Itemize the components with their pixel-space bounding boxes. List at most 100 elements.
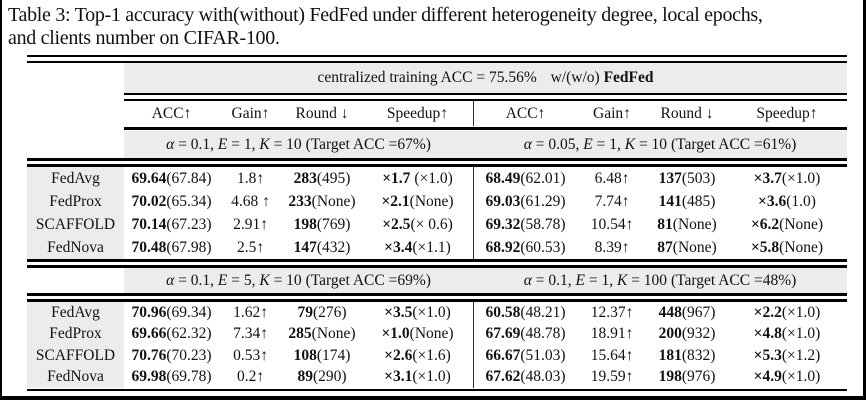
value-with-fedfed: 89 bbox=[297, 368, 313, 385]
value-with-fedfed: 79 bbox=[297, 303, 313, 321]
value-cell: ×4.9(×1.0) bbox=[727, 366, 847, 388]
value-cell: 60.58(48.21) bbox=[473, 301, 577, 323]
value-with-fedfed: ×2.1 bbox=[381, 192, 410, 210]
value-without-fedfed: (174) bbox=[316, 346, 351, 364]
value-cell: 285(None) bbox=[282, 323, 362, 345]
value-without-fedfed: (48.03) bbox=[520, 368, 566, 385]
value-with-fedfed: 69.66 bbox=[131, 325, 167, 342]
method-name: FedProx bbox=[27, 189, 124, 213]
gain-value: 12.37↑ bbox=[590, 303, 634, 321]
value-with-fedfed: 68.92 bbox=[485, 238, 521, 256]
value-without-fedfed: (290) bbox=[312, 368, 347, 385]
value-cell: 69.98(69.78) bbox=[124, 366, 219, 388]
value-cell: 69.03(61.29) bbox=[473, 189, 577, 213]
value-without-fedfed: (67.84) bbox=[166, 169, 212, 187]
value-cell: 12.37↑ bbox=[577, 302, 647, 324]
table-row: FedProx 69.66(62.32) 7.34↑ 285(None) ×1.0(No… bbox=[27, 323, 847, 345]
value-with-fedfed: 200 bbox=[658, 325, 682, 342]
math-variable: α bbox=[166, 271, 175, 289]
method-name: FedNova bbox=[27, 235, 124, 259]
value-cell: 147(432) bbox=[282, 236, 362, 259]
column-header: Round ↓ bbox=[295, 105, 349, 122]
value-cell: ×1.7 (×1.0) bbox=[362, 167, 473, 190]
value-cell: ×2.5(× 0.6) bbox=[362, 213, 473, 236]
value-cell: 7.74↑ bbox=[577, 190, 647, 213]
value-cell: 4.68 ↑ bbox=[219, 190, 282, 213]
value-without-fedfed: (503) bbox=[681, 169, 716, 187]
gain-value: 19.59↑ bbox=[590, 368, 634, 385]
value-with-fedfed: 69.32 bbox=[485, 215, 521, 233]
value-with-fedfed: 67.62 bbox=[485, 368, 521, 385]
value-cell: 19.59↑ bbox=[577, 366, 647, 388]
value-cell: 200(932) bbox=[647, 323, 727, 345]
column-header: Gain↑ bbox=[231, 105, 270, 122]
value-without-fedfed: (×1.0) bbox=[781, 303, 821, 321]
value-without-fedfed: (62.32) bbox=[166, 325, 212, 342]
value-without-fedfed: (769) bbox=[316, 215, 351, 233]
math-variable: E bbox=[575, 271, 585, 289]
value-without-fedfed: (61.29) bbox=[520, 192, 566, 210]
value-without-fedfed: (832) bbox=[681, 346, 716, 364]
gain-value: 8.39↑ bbox=[594, 238, 630, 256]
column-header: Speedup↑ bbox=[386, 105, 449, 122]
value-cell: 69.32(58.78) bbox=[473, 212, 577, 236]
value-without-fedfed: (65.34) bbox=[166, 192, 212, 210]
value-with-fedfed: ×4.8 bbox=[753, 325, 782, 342]
condition-subheader: α = 0.1, E = 1, K = 100 (Target ACC =48%… bbox=[473, 267, 847, 293]
value-with-fedfed: 233 bbox=[288, 192, 312, 210]
math-text: = 5, bbox=[227, 271, 260, 289]
value-with-fedfed: 108 bbox=[293, 346, 317, 364]
subheader-row-1: α = 0.1, E = 1, K = 10 (Target ACC =67%)… bbox=[27, 130, 847, 158]
data-block-1: FedAvg 69.64(67.84) 1.8↑ 283(495) ×1.7 (×1.0… bbox=[27, 166, 847, 259]
value-without-fedfed: (×1.0) bbox=[781, 368, 821, 385]
value-cell: 198(769) bbox=[282, 213, 362, 236]
value-cell: ×5.8(None) bbox=[727, 236, 847, 259]
value-without-fedfed: (48.78) bbox=[520, 325, 566, 342]
value-cell: 8.39↑ bbox=[577, 236, 647, 259]
value-cell: 68.49(62.01) bbox=[473, 166, 577, 190]
condition-subheader: α = 0.05, E = 1, K = 10 (Target ACC =61%… bbox=[473, 130, 847, 158]
method-name: FedNova bbox=[27, 366, 124, 388]
value-with-fedfed: 70.02 bbox=[131, 192, 167, 210]
value-without-fedfed: (×1.0) bbox=[410, 169, 453, 187]
value-without-fedfed: (None) bbox=[672, 238, 717, 256]
table-top-rule bbox=[27, 55, 847, 63]
value-cell: ×2.1(None) bbox=[362, 190, 473, 213]
value-with-fedfed: ×3.6 bbox=[758, 192, 787, 210]
gain-value: 18.91↑ bbox=[590, 325, 634, 342]
value-cell: 79(276) bbox=[282, 302, 362, 324]
value-without-fedfed: (276) bbox=[312, 303, 347, 321]
value-with-fedfed: ×2.2 bbox=[753, 303, 782, 321]
value-without-fedfed: (None) bbox=[779, 238, 824, 256]
value-with-fedfed: 67.69 bbox=[485, 325, 521, 342]
value-cell: 1.8↑ bbox=[219, 167, 282, 190]
value-with-fedfed: 69.03 bbox=[485, 192, 521, 210]
gain-value: 7.34↑ bbox=[233, 325, 268, 342]
value-cell: ×3.4(×1.1) bbox=[362, 236, 473, 259]
value-cell: 0.2↑ bbox=[219, 366, 282, 388]
gain-value: 1.8↑ bbox=[236, 169, 265, 187]
value-with-fedfed: 448 bbox=[658, 303, 682, 321]
column-header: Round ↓ bbox=[660, 105, 714, 122]
gain-value: 7.74↑ bbox=[594, 192, 630, 210]
method-name: FedAvg bbox=[27, 301, 124, 323]
value-without-fedfed: (976) bbox=[681, 368, 716, 385]
value-with-fedfed: 68.49 bbox=[485, 169, 521, 187]
heavy-rule-1 bbox=[27, 157, 847, 167]
value-cell: ×3.6(1.0) bbox=[727, 190, 847, 213]
method-name: SCAFFOLD bbox=[27, 344, 124, 366]
math-text: = 0.05, bbox=[531, 135, 584, 153]
value-cell: 448(967) bbox=[647, 302, 727, 324]
value-without-fedfed: (×1.0) bbox=[412, 368, 451, 385]
value-with-fedfed: 198 bbox=[658, 368, 682, 385]
caption-line-2: and clients number on CIFAR-100. bbox=[8, 27, 280, 49]
value-with-fedfed: 285 bbox=[288, 325, 312, 342]
math-text: = 100 bbox=[627, 271, 671, 289]
value-cell: 68.92(60.53) bbox=[473, 235, 577, 259]
math-text: = 0.1, bbox=[174, 135, 218, 153]
math-variable: α bbox=[523, 271, 532, 289]
value-without-fedfed: (51.03) bbox=[520, 346, 566, 364]
value-without-fedfed: (1.0) bbox=[786, 192, 816, 210]
table-row: SCAFFOLD 70.14(67.23) 2.91↑ 198(769) ×2.5(× … bbox=[27, 212, 847, 236]
value-without-fedfed: (69.78) bbox=[166, 368, 212, 385]
